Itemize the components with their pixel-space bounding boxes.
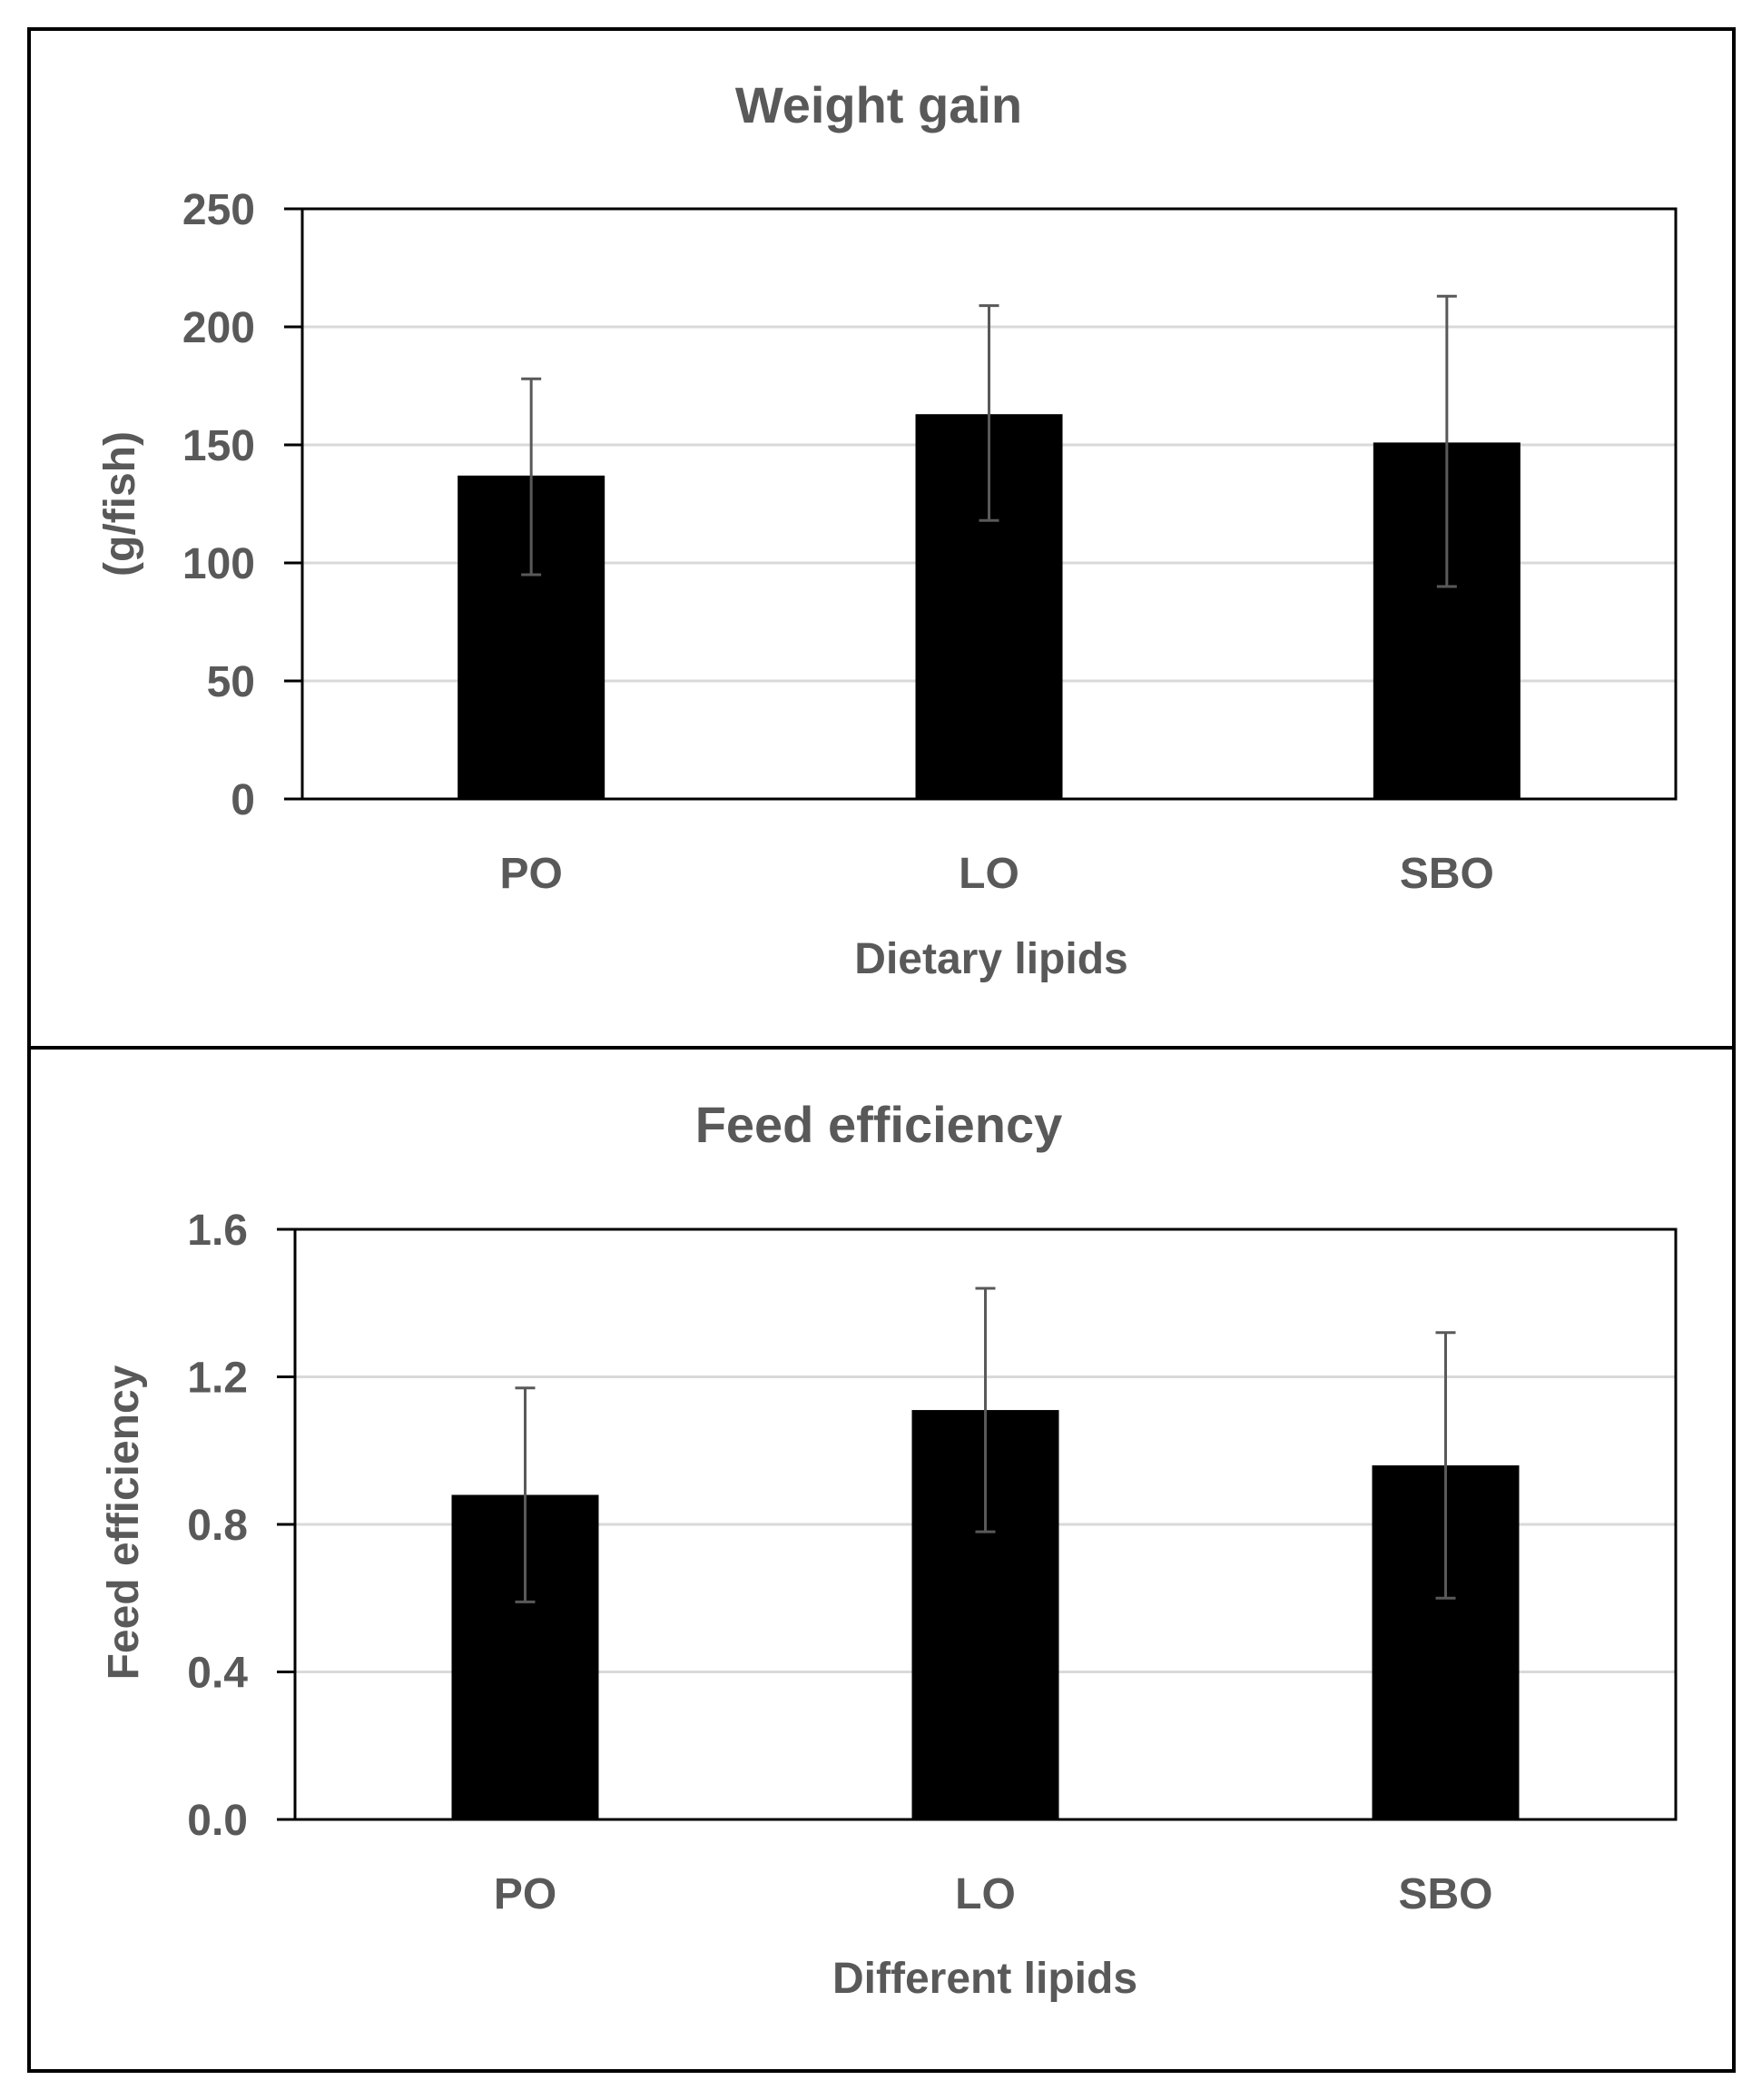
weight-gain-x-tick-label: PO xyxy=(499,850,562,898)
weight-gain-y-axis-label: (g/fish) xyxy=(96,431,144,577)
weight-gain-y-ticks: 0 50 100 150 200 250 xyxy=(182,186,302,824)
weight-gain-x-tick-label: LO xyxy=(959,850,1019,898)
weight-gain-plot-frame xyxy=(300,207,1678,801)
feed-efficiency-y-tick-label: 0.0 xyxy=(187,1797,248,1845)
feed-efficiency-error-bars xyxy=(515,1287,1456,1603)
weight-gain-y-tick-label: 100 xyxy=(182,540,255,588)
weight-gain-y-tick-label: 0 xyxy=(231,776,255,824)
weight-gain-panel: Weight gain 0 50 100 150 200 250 PO LO SBO Diet… xyxy=(96,76,1678,983)
weight-gain-x-tick-label: SBO xyxy=(1400,850,1494,898)
weight-gain-y-tick-label: 250 xyxy=(182,186,255,234)
weight-gain-y-tick-label: 150 xyxy=(182,422,255,470)
figure-outer-border xyxy=(27,27,1736,2073)
feed-efficiency-x-tick-label: PO xyxy=(494,1870,556,1918)
weight-gain-y-tick-label: 50 xyxy=(207,658,255,706)
feed-efficiency-y-ticks: 0.0 0.4 0.8 1.2 1.6 xyxy=(187,1207,295,1845)
feed-efficiency-y-tick-label: 0.8 xyxy=(187,1502,248,1550)
feed-efficiency-x-tick-label: SBO xyxy=(1398,1870,1492,1918)
feed-efficiency-x-axis-label: Different lipids xyxy=(832,1955,1137,2003)
feed-efficiency-y-tick-label: 0.4 xyxy=(187,1650,248,1698)
feed-efficiency-y-axis-label: Feed efficiency xyxy=(100,1365,148,1680)
feed-efficiency-title: Feed efficiency xyxy=(695,1096,1063,1153)
weight-gain-error-bars xyxy=(521,294,1457,588)
feed-efficiency-y-tick-label: 1.6 xyxy=(187,1207,248,1255)
feed-efficiency-y-tick-label: 1.2 xyxy=(187,1355,248,1403)
feed-efficiency-x-ticks: PO LO SBO xyxy=(494,1870,1493,1918)
weight-gain-x-axis-label: Dietary lipids xyxy=(854,935,1127,983)
feed-efficiency-panel: Feed efficiency 0.00.40.81.21.6 PO LO SBO … xyxy=(100,1096,1678,2003)
weight-gain-x-ticks: PO LO SBO xyxy=(499,850,1493,898)
weight-gain-y-tick-label: 200 xyxy=(182,304,255,352)
feed-efficiency-x-tick-label: LO xyxy=(955,1870,1016,1918)
weight-gain-title: Weight gain xyxy=(735,76,1022,133)
